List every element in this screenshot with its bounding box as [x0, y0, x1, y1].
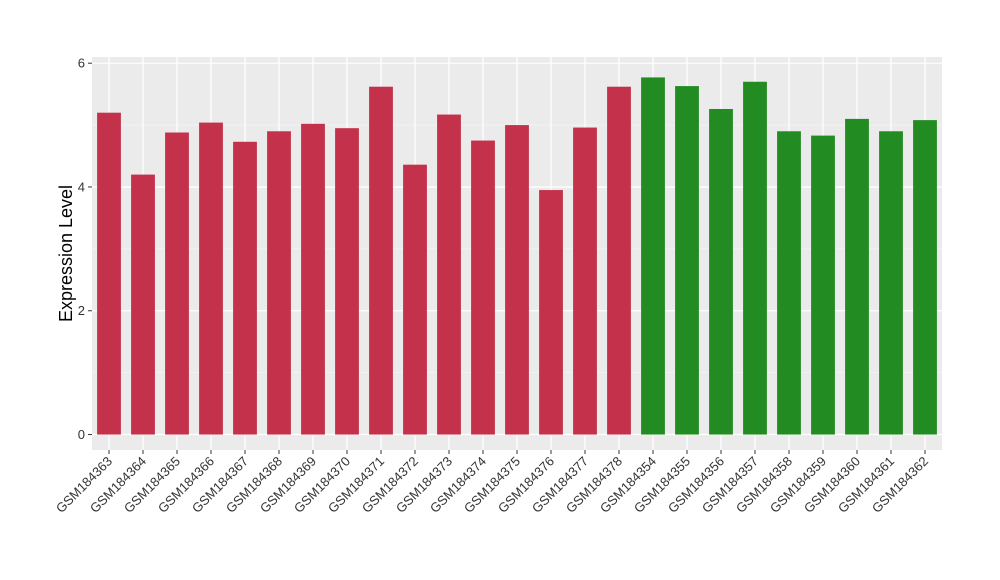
- bar-gsm184361: [879, 131, 903, 435]
- y-axis: 0 2 4 6: [78, 56, 92, 442]
- bar-gsm184366: [199, 122, 223, 435]
- y-tick-label: 0: [78, 427, 85, 442]
- bar-gsm184365: [165, 132, 189, 435]
- bar-gsm184363: [97, 112, 121, 435]
- bar-gsm184367: [233, 141, 257, 435]
- bar-gsm184371: [369, 86, 393, 435]
- bar-gsm184372: [403, 164, 427, 435]
- bar-gsm184362: [913, 120, 937, 435]
- y-tick-label: 2: [78, 303, 85, 318]
- bar-gsm184354: [641, 77, 665, 435]
- bar-gsm184375: [505, 125, 529, 435]
- bar-gsm184360: [845, 118, 869, 435]
- y-axis-title: Expression Level: [56, 185, 76, 322]
- bar-gsm184356: [709, 108, 733, 435]
- bar-gsm184357: [743, 81, 767, 435]
- bar-gsm184358: [777, 131, 801, 435]
- x-axis: GSM184363GSM184364GSM184365GSM184366GSM1…: [53, 450, 931, 516]
- y-tick-label: 6: [78, 56, 85, 71]
- bar-gsm184374: [471, 140, 495, 435]
- bar-gsm184377: [573, 127, 597, 435]
- bar-gsm184355: [675, 86, 699, 435]
- bar-gsm184378: [607, 86, 631, 435]
- bars: [97, 77, 937, 435]
- bar-gsm184370: [335, 128, 359, 435]
- bar-gsm184373: [437, 114, 461, 435]
- bar-gsm184368: [267, 131, 291, 435]
- bar-gsm184364: [131, 174, 155, 435]
- y-tick-label: 4: [78, 179, 85, 194]
- bar-gsm184376: [539, 190, 563, 435]
- bar-gsm184359: [811, 135, 835, 435]
- bar-gsm184369: [301, 123, 325, 435]
